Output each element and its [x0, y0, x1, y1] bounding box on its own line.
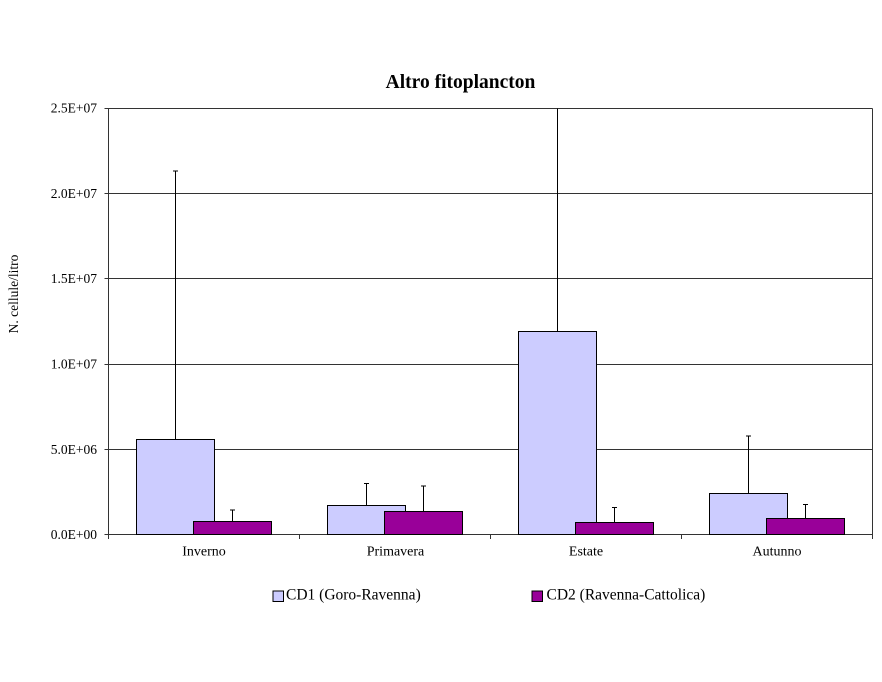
svg-text:Primavera: Primavera	[367, 545, 425, 560]
svg-text:Inverno: Inverno	[182, 545, 226, 560]
svg-text:Altro fitoplancton: Altro fitoplancton	[386, 72, 536, 93]
svg-text:1.0E+07: 1.0E+07	[51, 357, 97, 372]
svg-text:2.5E+07: 2.5E+07	[51, 101, 97, 116]
svg-text:2.0E+07: 2.0E+07	[51, 186, 97, 201]
svg-text:Autunno: Autunno	[753, 545, 802, 560]
svg-text:N. cellule/litro: N. cellule/litro	[6, 254, 21, 333]
svg-text:0.0E+00: 0.0E+00	[51, 527, 97, 542]
svg-text:5.0E+06: 5.0E+06	[51, 442, 97, 457]
svg-text:CD2 (Ravenna-Cattolica): CD2 (Ravenna-Cattolica)	[547, 587, 706, 604]
svg-text:CD1 (Goro-Ravenna): CD1 (Goro-Ravenna)	[286, 587, 421, 604]
svg-text:Estate: Estate	[569, 545, 603, 560]
svg-text:1.5E+07: 1.5E+07	[51, 271, 97, 286]
